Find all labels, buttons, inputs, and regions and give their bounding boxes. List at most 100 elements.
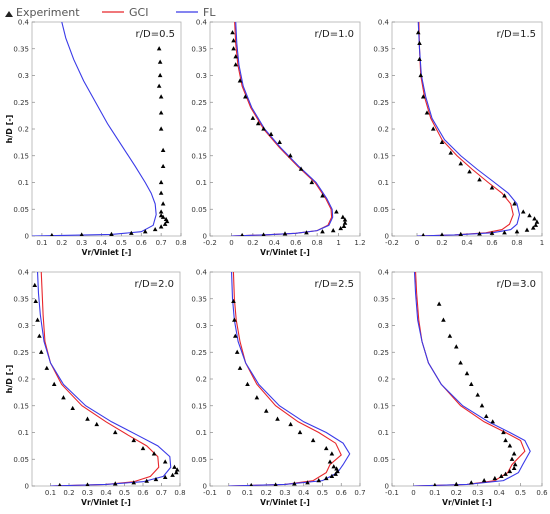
panel-2: 00.050.10.150.20.250.30.350.4-0.2 0 0.2 0.4…: [191, 19, 365, 258]
experiment-marker: [436, 301, 442, 306]
experiment-marker: [320, 193, 325, 198]
x-tick-label: 0.4: [269, 239, 281, 247]
experiment-marker: [330, 228, 336, 233]
experiment-marker: [254, 395, 260, 400]
experiment-marker: [458, 161, 464, 166]
x-tick-label: 0.1: [36, 239, 47, 247]
experiment-marker: [421, 232, 425, 236]
experiment-marker: [58, 482, 62, 486]
experiment-marker: [498, 473, 504, 478]
series-line-fl: [228, 272, 351, 486]
experiment-marker: [447, 333, 453, 338]
x-axis-label: Vr/Vinlet [-]: [442, 498, 492, 507]
y-tick-label: 0.4: [378, 269, 390, 277]
y-tick-label: 0.1: [196, 429, 207, 437]
x-tick-label: 0.8: [174, 489, 185, 497]
experiment-marker: [158, 224, 164, 229]
x-tick-label: 0.5: [317, 489, 328, 497]
x-tick-label: 0.1: [242, 489, 253, 497]
experiment-marker: [292, 481, 297, 486]
data-layer: [32, 272, 180, 486]
experiment-marker: [342, 217, 348, 222]
x-tick-label: 0.7: [354, 489, 365, 497]
series-line-gci: [40, 272, 160, 486]
experiment-marker: [240, 232, 244, 236]
experiment-marker: [430, 126, 436, 131]
experiment-marker: [481, 478, 487, 483]
series-line-gci: [228, 272, 342, 486]
x-tick-label: 0: [229, 239, 233, 247]
experiment-marker: [140, 445, 146, 451]
y-tick-label: 0.25: [373, 349, 389, 357]
experiment-marker: [153, 476, 159, 482]
experiment-marker: [507, 468, 513, 474]
y-tick-label: 0.2: [378, 126, 389, 134]
y-tick-label: 0: [385, 233, 389, 241]
experiment-marker: [112, 429, 118, 435]
experiment-marker: [263, 408, 269, 413]
y-tick-label: 0.25: [13, 99, 29, 107]
experiment-marker: [453, 481, 459, 486]
x-axis-label: Vr/Vinlet [-]: [82, 248, 132, 257]
experiment-marker: [231, 298, 236, 304]
experiment-marker: [415, 30, 421, 35]
experiment-marker: [162, 474, 168, 480]
data-layer: [413, 272, 531, 486]
x-tick-label: -0.2: [385, 239, 399, 247]
experiment-marker: [131, 480, 137, 485]
experiment-marker: [477, 177, 482, 182]
x-axis-label: Vr/Vinlet [-]: [260, 248, 310, 257]
x-tick-label: 0.6: [290, 239, 302, 247]
experiment-marker: [157, 72, 163, 78]
experiment-marker: [514, 229, 520, 234]
experiment-marker: [297, 429, 303, 435]
y-tick-label: 0.2: [18, 376, 29, 384]
experiment-marker: [534, 219, 540, 224]
experiment-marker: [160, 201, 166, 206]
experiment-marker: [512, 462, 518, 467]
experiment-marker: [164, 218, 170, 224]
experiment-marker: [323, 445, 329, 451]
experiment-marker: [37, 333, 42, 338]
experiment-marker: [441, 317, 446, 322]
experiment-marker: [112, 481, 118, 486]
experiment-marker: [304, 230, 309, 235]
panel-annotation: r/D=1.5: [497, 29, 536, 40]
plot-area: [391, 21, 543, 237]
experiment-marker: [309, 179, 315, 185]
experiment-marker: [261, 126, 266, 131]
x-tick-label: 0: [415, 239, 419, 247]
panel-annotation: r/D=2.0: [135, 279, 174, 290]
x-tick-label: 1: [540, 239, 544, 247]
experiment-marker: [158, 190, 164, 195]
x-tick-label: 0.2: [56, 239, 67, 247]
experiment-marker: [35, 317, 40, 322]
experiment-marker: [503, 471, 508, 476]
x-tick-label: -0.1: [385, 489, 399, 497]
experiment-marker: [420, 94, 426, 99]
x-tick-label: 0.4: [494, 489, 506, 497]
y-tick-label: 0.25: [373, 99, 389, 107]
experiment-marker: [44, 365, 50, 370]
experiment-marker: [331, 464, 337, 469]
experiment-marker: [50, 232, 54, 236]
experiment-marker: [282, 231, 288, 236]
y-tick-label: 0.1: [18, 429, 29, 437]
x-tick-label: 0.2: [63, 489, 74, 497]
y-tick-label: 0.35: [373, 45, 389, 53]
experiment-marker: [448, 150, 454, 155]
y-tick-label: 0.25: [191, 349, 207, 357]
x-tick-label: 0.8: [312, 239, 323, 247]
experiment-marker: [131, 437, 137, 443]
y-tick-label: 0.35: [191, 45, 207, 53]
plot-area: [209, 21, 361, 237]
legend-experiment-marker: [5, 11, 13, 17]
experiment-marker: [533, 222, 539, 227]
experiment-marker: [418, 72, 424, 78]
x-tick-label: 0.8: [511, 239, 522, 247]
experiment-marker: [477, 231, 482, 236]
x-tick-label: 0.4: [96, 239, 108, 247]
experiment-marker: [250, 115, 256, 120]
panel-annotation: r/D=2.5: [315, 279, 354, 290]
experiment-marker: [275, 416, 280, 421]
